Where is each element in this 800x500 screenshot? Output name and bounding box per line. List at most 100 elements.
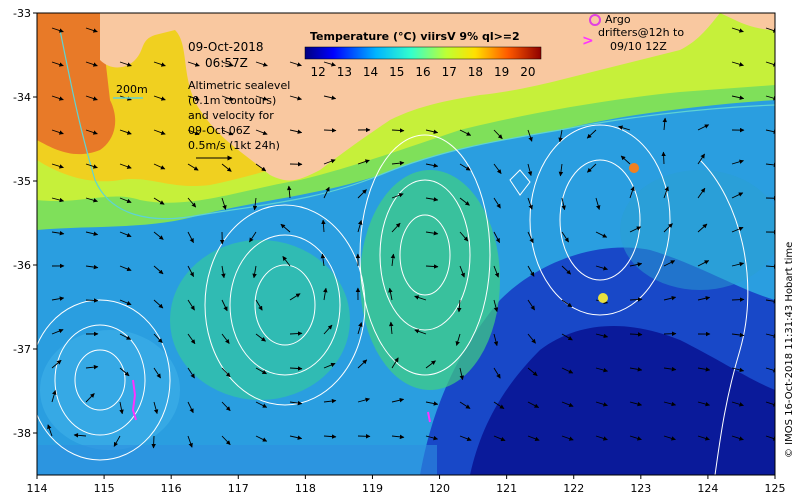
velocity-arrows [47,27,775,449]
velocity-arrow [697,296,711,301]
velocity-arrow [221,333,230,344]
drifter-label-2: 09/10 12Z [610,40,667,53]
velocity-arrow [586,129,597,139]
velocity-arrow [697,124,710,131]
lon-tick-label: 119 [362,482,383,495]
eddy-contour [559,159,641,281]
velocity-arrow [255,129,268,135]
velocity-arrow [425,264,439,269]
velocity-arrow [663,435,676,441]
velocity-arrow [85,364,99,370]
velocity-arrow [558,129,563,143]
velocity-arrow [280,223,291,233]
drifter-track [427,411,431,423]
velocity-arrow [527,265,535,277]
lon-tick-label: 118 [295,482,316,495]
note-line: and velocity for [188,109,274,122]
velocity-arrow [595,401,608,407]
eddy-contour [254,264,316,346]
australia-land [100,13,720,181]
drifter-tracks [131,163,639,423]
velocity-arrow [425,360,436,369]
velocity-arrow [119,401,124,415]
velocity-arrow [629,262,643,267]
velocity-arrow [731,332,745,338]
velocity-arrow [85,264,99,270]
velocity-arrow [221,299,228,312]
velocity-arrow [119,231,132,238]
velocity-arrow [323,61,336,67]
velocity-arrow [697,153,705,165]
velocity-arrow [187,95,200,101]
velocity-arrow [493,265,499,278]
colorbar-tick-label: 18 [468,65,483,79]
velocity-arrow [187,163,199,171]
lon-axis: 114 115 116 117 118 119 120 121 122 123 124 125 [27,475,786,495]
velocity-arrow [561,299,573,308]
velocity-arrow [153,197,165,205]
velocity-arrow [765,435,775,441]
velocity-arrow [252,265,257,279]
lat-tick-label: -37 [13,343,31,356]
velocity-arrow [85,298,99,303]
colorbar-tick-label: 13 [337,65,352,79]
lat-tick-label: -34 [13,91,31,104]
velocity-arrow [289,129,303,134]
velocity-arrow [221,367,231,378]
colorbar-tick-label: 14 [363,65,378,79]
velocity-arrow [47,424,53,437]
velocity-arrow [388,321,394,335]
velocity-arrow [493,299,499,313]
lon-tick-label: 123 [630,482,651,495]
velocity-arrow [493,129,503,139]
lon-tick-label: 124 [697,482,718,495]
velocity-arrow [425,129,439,134]
velocity-arrow [85,95,98,101]
velocity-arrow [391,128,405,133]
velocity-arrow [391,357,399,369]
velocity-arrow [459,231,469,242]
velocity-arrow [187,367,195,379]
velocity-arrow [289,95,302,101]
velocity-arrow [527,197,533,210]
velocity-arrow [527,435,540,441]
velocity-arrow [153,61,166,67]
velocity-arrow [731,435,744,441]
velocity-arrow [119,299,132,306]
velocity-arrow [51,359,62,369]
velocity-arrow [323,398,337,404]
velocity-arrow [595,333,609,339]
velocity-arrow [697,260,710,267]
velocity-arrow [187,299,195,311]
velocity-arrow [221,197,227,210]
note-line: 0.5m/s (1kt 24h) [188,139,280,152]
colorbar-gradient [304,46,542,60]
velocity-arrow [323,362,336,369]
velocity-arrow [119,61,132,67]
velocity-arrow [459,163,471,171]
velocity-arrow [85,197,98,203]
velocity-arrow [187,197,197,208]
velocity-arrow [85,231,99,236]
velocity-arrow [391,397,405,403]
velocity-arrow [391,193,404,199]
velocity-arrow [51,390,57,403]
land-northeast [720,13,775,30]
velocity-arrow [697,435,710,441]
velocity-arrow [527,231,534,244]
velocity-arrow [731,367,745,373]
velocity-arrow [282,256,291,267]
velocity-arrow [629,401,643,407]
velocity-arrow [119,333,132,340]
velocity-arrow [289,366,303,371]
velocity-arrow [425,230,439,236]
velocity-arrow [153,333,163,343]
velocity-arrow [527,367,538,377]
isobath-200m [59,29,775,220]
velocity-arrow [414,329,427,335]
velocity-arrow [493,401,505,410]
note-line: 09-Oct 06Z [188,124,251,137]
velocity-arrow [459,401,471,409]
velocity-arrow [765,129,775,134]
